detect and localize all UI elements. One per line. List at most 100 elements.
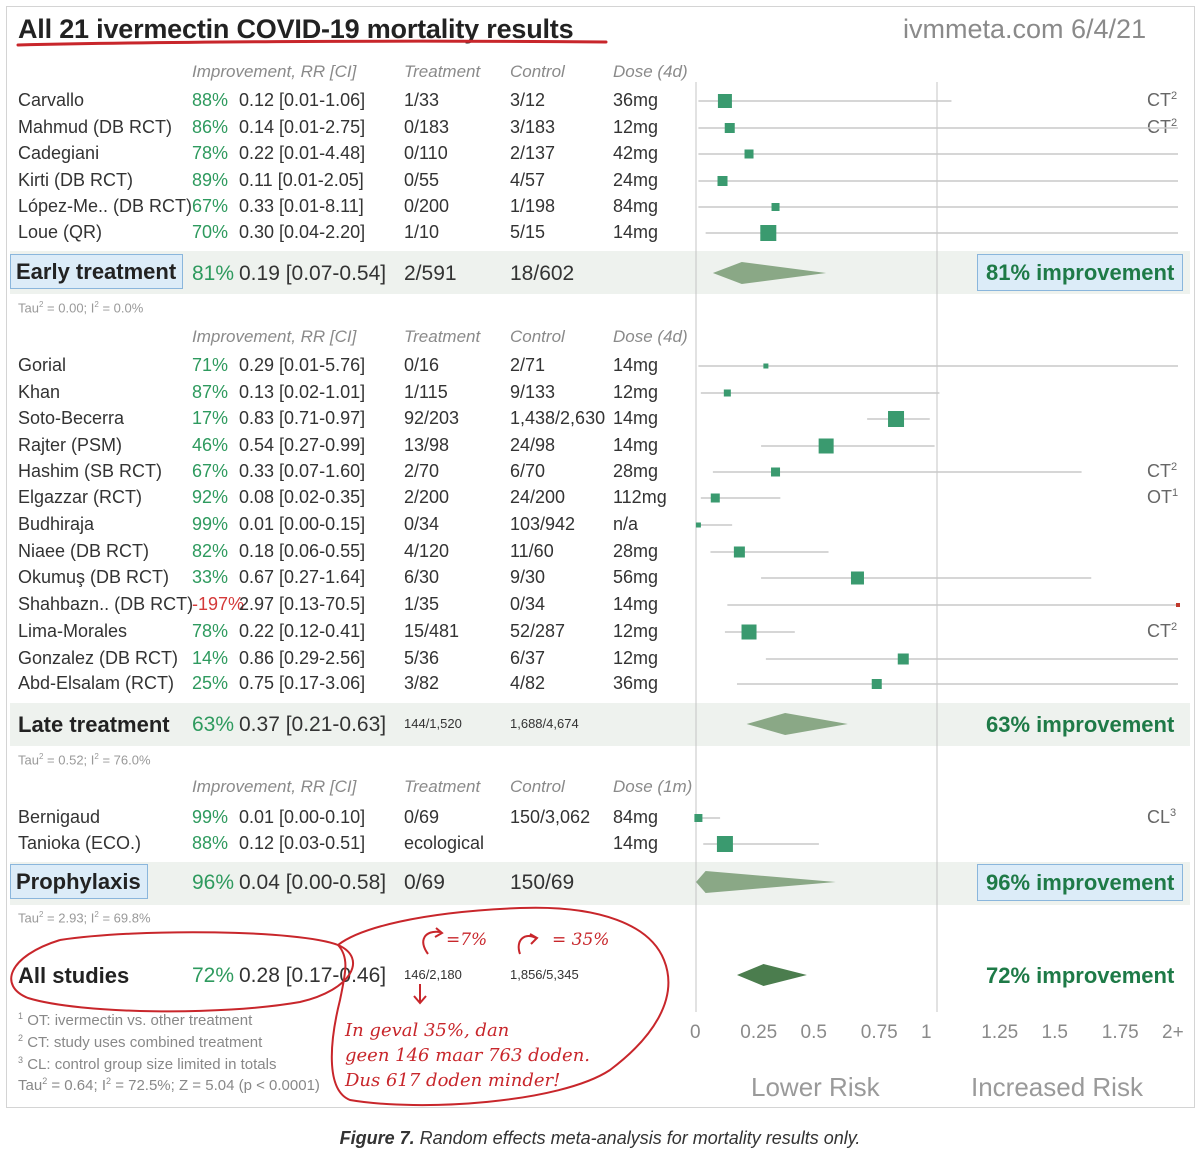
study-control: 9/30 [510, 567, 546, 587]
late-tau-stats: Tau2 = 0.52; I2 = 76.0% [18, 752, 151, 768]
study-note-ref: 1 [1172, 487, 1179, 499]
pooled-diamond [746, 713, 848, 735]
study-rr-ci: 0.22 [0.12-0.41] [239, 621, 366, 641]
annotation-pct-treatment: =7% [446, 930, 488, 950]
study-treatment: 0/69 [404, 807, 440, 827]
x-tick-label: 2+ [1162, 1022, 1184, 1043]
study-control: 6/70 [510, 461, 546, 481]
study-rr-ci: 0.67 [0.27-1.64] [239, 567, 366, 587]
prophylaxis-tau-stats: Tau2 = 2.93; I2 = 69.8% [18, 910, 151, 926]
study-name: Cadegiani [18, 143, 100, 163]
forest-plot [694, 82, 1180, 1012]
annotation-pct-control: = 35% [552, 930, 610, 950]
study-dose: 12mg [613, 621, 659, 641]
all-summary-treatment: 146/2,180 [404, 967, 462, 982]
x-tick-label: 1 [921, 1022, 932, 1043]
all-summary-rr: 0.28 [0.17-0.46] [239, 964, 387, 987]
study-dose: 84mg [613, 196, 659, 216]
study-control: 24/98 [510, 435, 556, 455]
x-tick-label: 0.75 [860, 1022, 898, 1043]
pooled-diamond [712, 262, 827, 284]
study-note: CT2 [1147, 117, 1177, 138]
study-improvement: 67% [192, 196, 229, 216]
study-improvement: 78% [192, 621, 229, 641]
study-improvement: 82% [192, 541, 229, 561]
study-name: Gonzalez (DB RCT) [18, 648, 179, 668]
study-dose: 12mg [613, 648, 659, 668]
caption-label: Figure 7. [339, 1128, 415, 1148]
effect-square [741, 624, 757, 640]
study-control: 103/942 [510, 514, 576, 534]
study-note: CL3 [1147, 807, 1176, 828]
x-tick-label: 1.75 [1101, 1022, 1139, 1043]
arrow-control [517, 933, 539, 955]
study-control: 52/287 [510, 621, 566, 641]
footnote-3-text: CL: control group size limited in totals [27, 1056, 277, 1073]
early-summary-imp: 81% [192, 262, 235, 285]
all-summary-imp: 72% [192, 964, 235, 987]
study-treatment: 92/203 [404, 408, 460, 428]
study-treatment: 0/110 [404, 143, 448, 163]
study-treatment: 0/16 [404, 355, 440, 375]
effect-square [1176, 603, 1180, 607]
lower-risk-label: Lower Risk [751, 1072, 880, 1102]
effect-square [850, 571, 864, 585]
effect-square [771, 467, 781, 477]
figure-caption: Figure 7. Random effects meta-analysis f… [0, 1128, 1200, 1149]
effect-square [771, 203, 780, 211]
effect-square [695, 522, 701, 528]
study-improvement: 46% [192, 435, 229, 455]
study-note-ref: 2 [1171, 117, 1178, 129]
study-improvement: 71% [192, 355, 229, 375]
study-rr-ci: 0.11 [0.01-2.05] [239, 170, 364, 190]
study-improvement: 86% [192, 117, 229, 137]
page-title: All 21 ivermectin COVID-19 mortality res… [18, 14, 574, 44]
study-name: Gorial [18, 355, 67, 375]
header-treatment: Treatment [404, 62, 481, 81]
study-note: CT2 [1147, 461, 1177, 482]
prophylaxis-improvement-badge: 96% improvement [977, 864, 1184, 901]
prophylaxis-summary-control: 150/69 [510, 871, 575, 894]
study-name: Elgazzar (RCT) [18, 487, 143, 507]
figure-frame [6, 6, 1195, 1108]
study-rr-ci: 0.30 [0.04-2.20] [239, 222, 366, 242]
increased-risk-label: Increased Risk [971, 1072, 1143, 1102]
study-treatment: 0/55 [404, 170, 440, 190]
study-note-code: OT [1147, 487, 1172, 507]
study-treatment: 2/200 [404, 487, 450, 507]
footnote-2-text: CT: study uses combined treatment [27, 1034, 263, 1051]
study-dose: 56mg [613, 567, 659, 587]
study-name: Loue (QR) [18, 222, 103, 242]
header-dose: Dose (1m) [613, 777, 693, 796]
footnote-3: 3 CL: control group size limited in tota… [18, 1055, 277, 1073]
study-name: Shahbazn.. (DB RCT) [18, 594, 194, 614]
early-improvement-badge: 81% improvement [977, 254, 1184, 291]
plot-grid [695, 82, 938, 1012]
study-dose: n/a [613, 514, 639, 534]
study-note-code: CT [1147, 117, 1171, 137]
study-rr-ci: 0.86 [0.29-2.56] [239, 648, 366, 668]
study-control: 4/57 [510, 170, 546, 190]
late-summary-band [10, 703, 1190, 746]
header-improvement: Improvement, RR [CI] [192, 777, 357, 796]
study-dose: 24mg [613, 170, 659, 190]
plot-marks [694, 94, 1180, 986]
study-control: 5/15 [510, 222, 546, 242]
effect-square [888, 411, 905, 427]
study-note-code: CT [1147, 90, 1171, 110]
effect-square [763, 363, 769, 369]
study-name: Rajter (PSM) [18, 435, 123, 455]
study-note-ref: 2 [1171, 90, 1178, 102]
late-improvement-badge: 63% improvement [986, 712, 1175, 737]
study-control: 11/60 [510, 541, 554, 561]
effect-square [760, 225, 777, 241]
study-improvement: 88% [192, 90, 229, 110]
x-tick-label: 0.25 [740, 1022, 778, 1043]
study-treatment: 0/183 [404, 117, 450, 137]
early-tau-stats: Tau2 = 0.00; I2 = 0.0% [18, 300, 144, 316]
tau-value: = 0.52; I [47, 752, 95, 768]
pooled-diamond [736, 964, 807, 986]
prophylaxis-summary-treatment: 0/69 [404, 871, 445, 894]
study-control: 2/71 [510, 355, 546, 375]
study-control: 3/183 [510, 117, 556, 137]
